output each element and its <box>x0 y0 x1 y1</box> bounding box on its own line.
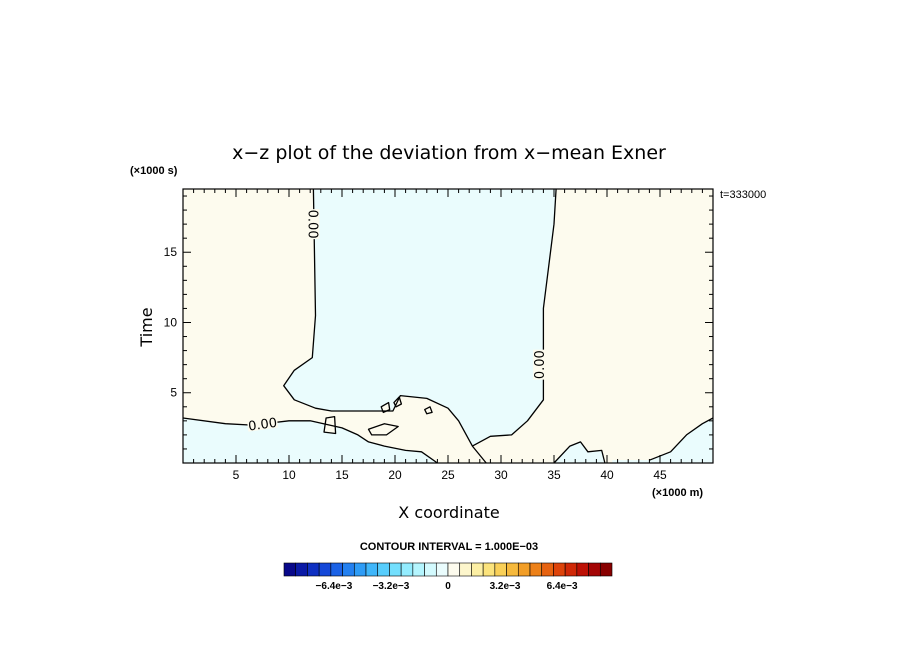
colorbar-swatch <box>424 562 437 577</box>
y-tick-label: 10 <box>164 315 178 329</box>
negative-central-fill <box>183 189 713 463</box>
colorbar-swatch <box>471 562 484 577</box>
colorbar: −6.4e−3 −3.2e−3 0 3.2e−3 6.4e−3 <box>283 562 613 592</box>
colorbar-swatch <box>506 562 519 577</box>
colorbar-swatch <box>599 562 613 577</box>
colorbar-swatch <box>318 562 332 577</box>
x-tick-label: 5 <box>233 468 240 482</box>
x-tick-label: 10 <box>282 468 296 482</box>
small-loop-e <box>424 406 433 415</box>
y-tick-label: 15 <box>164 245 178 259</box>
colorbar-swatch <box>459 562 472 577</box>
colorbar-swatch <box>330 562 343 577</box>
contour-label: 0.00 <box>533 350 548 379</box>
colorbar-swatch <box>447 562 461 577</box>
small-loop-d <box>393 396 403 408</box>
colorbar-tick-label: 6.4e−3 <box>547 581 578 592</box>
small-loop-a <box>323 415 337 435</box>
negative-lower-left-fill <box>183 418 438 463</box>
y-axis-ticks: 5 10 15 <box>164 195 713 450</box>
contour-label-bg <box>246 415 279 432</box>
x-tick-label: 25 <box>441 468 455 482</box>
x-tick-label: 35 <box>547 468 561 482</box>
contour-label: 0.00 <box>247 416 278 435</box>
contour-label-bg <box>307 209 320 240</box>
contour-label-bg <box>533 349 546 380</box>
colorbar-swatch <box>435 562 449 577</box>
chart-title: x−z plot of the deviation from x−mean Ex… <box>232 142 666 164</box>
x-unit-label: (×1000 m) <box>652 487 703 499</box>
colorbar-swatch <box>295 562 308 577</box>
colorbar-swatch <box>377 562 390 577</box>
x-axis-label: X coordinate <box>398 503 499 522</box>
y-unit-label: (×1000 s) <box>130 165 178 177</box>
colorbar-swatch <box>353 562 367 577</box>
colorbar-swatch <box>400 562 414 577</box>
contour-interval-label: CONTOUR INTERVAL = 1.000E−03 <box>360 541 538 553</box>
zero-line-far-right <box>649 417 714 461</box>
colorbar-swatch <box>529 562 543 577</box>
colorbar-swatch <box>307 562 320 577</box>
small-loop-b-fill <box>368 423 399 435</box>
colorbar-tick-label: −6.4e−3 <box>316 581 353 592</box>
contour-label: 0.00 <box>304 210 319 239</box>
colorbar-swatch <box>412 562 425 577</box>
x-axis-ticks: 5 10 15 20 25 30 35 40 45 <box>193 189 703 482</box>
plot-area: 0.00 0.00 0.00 5 10 15 20 25 30 35 40 45 5 10 15 <box>164 188 714 482</box>
x-tick-label: 45 <box>653 468 667 482</box>
x-tick-label: 30 <box>494 468 508 482</box>
zero-line-bottom-right <box>553 441 606 464</box>
small-loop-b <box>367 423 399 436</box>
colorbar-swatch <box>389 562 402 577</box>
colorbar-swatch <box>576 562 589 577</box>
colorbar-swatch <box>342 562 355 577</box>
colorbar-swatch <box>283 562 297 577</box>
colorbar-tick-label: 0 <box>445 581 451 592</box>
colorbar-swatch <box>365 562 379 577</box>
colorbar-swatch <box>517 562 531 577</box>
time-label: t=333000 <box>720 189 766 201</box>
colorbar-swatch <box>564 562 578 577</box>
colorbar-tick-label: −3.2e−3 <box>373 581 410 592</box>
y-axis-label: Time <box>137 307 156 347</box>
colorbar-swatch <box>588 562 601 577</box>
colorbar-swatch <box>494 562 507 577</box>
contour-labels: 0.00 0.00 0.00 <box>246 209 548 435</box>
x-tick-label: 15 <box>335 468 349 482</box>
colorbar-swatch <box>553 562 566 577</box>
colorbar-swatch <box>482 562 496 577</box>
zero-line-lower <box>182 417 438 464</box>
x-tick-label: 20 <box>388 468 402 482</box>
colorbar-swatch <box>541 562 554 577</box>
zero-line-left <box>283 188 487 464</box>
colorbar-tick-label: 3.2e−3 <box>490 581 521 592</box>
y-tick-label: 5 <box>170 386 177 400</box>
small-loop-c <box>380 401 391 414</box>
x-tick-label: 40 <box>600 468 614 482</box>
